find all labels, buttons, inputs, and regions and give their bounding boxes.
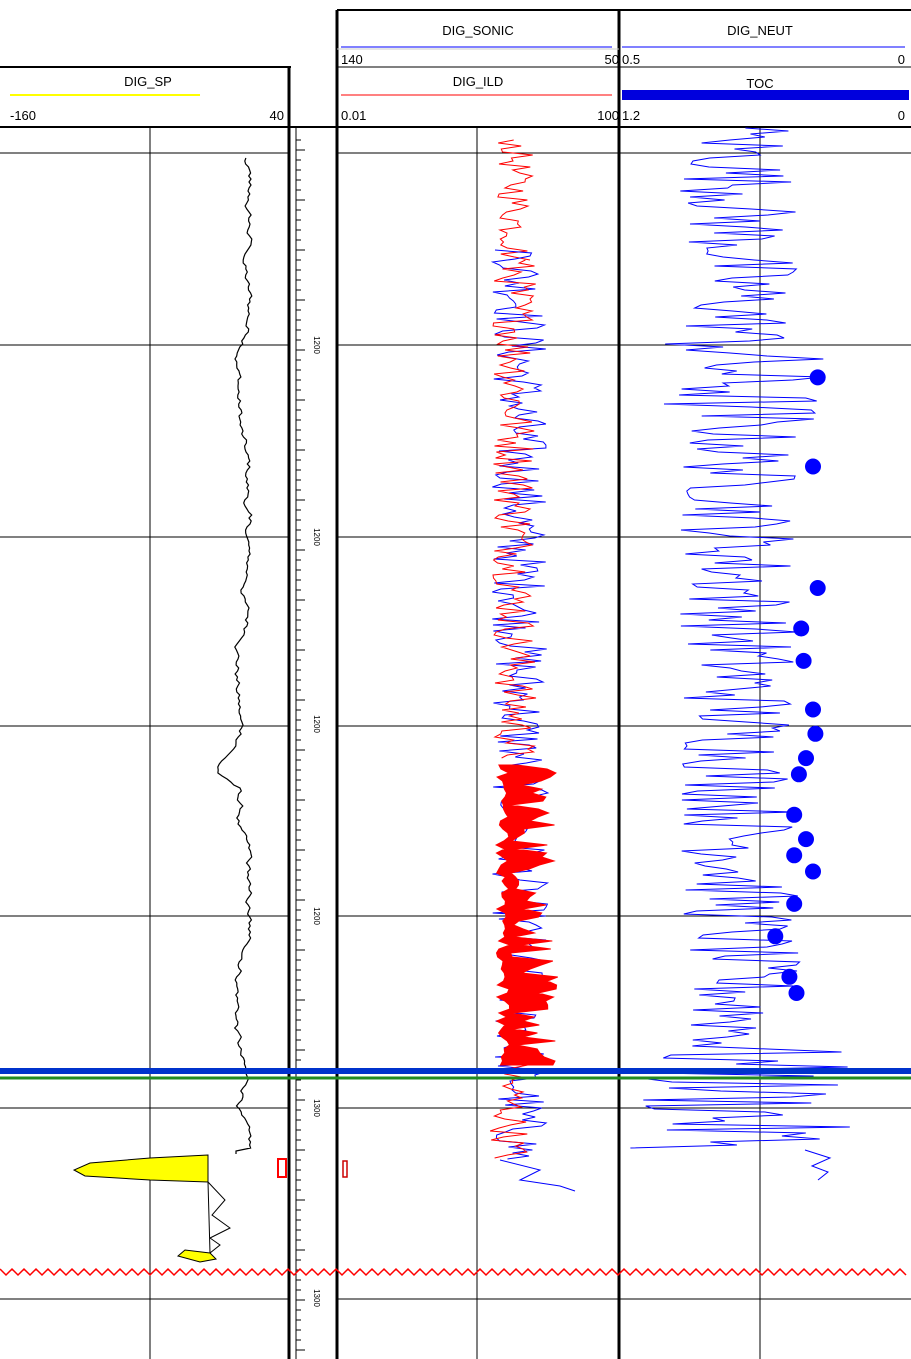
ild-max-label: 100 [597,108,619,123]
toc-scale-bar [622,90,909,100]
toc-curve-name: TOC [746,76,773,91]
sp-curve [217,157,253,1154]
depth-label-4: 1200 [312,907,321,925]
ild-fill-zone [494,764,558,1066]
toc-point [805,701,821,718]
sonic-max-label: 50 [605,52,619,67]
depth-label-3: 1200 [312,715,321,733]
sp-min-label: -160 [10,108,36,123]
ild-curve-upper [497,139,534,261]
toc-point [798,831,814,848]
ild-min-label: 0.01 [341,108,366,123]
depth-label-1: 1200 [312,336,321,354]
toc-point [788,985,805,1001]
toc-point [767,928,784,945]
toc-point [809,580,826,596]
toc-min-label: 1.2 [622,108,640,123]
track-headers: DIG_SP -160 40 DIG_SONIC 140 50 DIG_ILD … [10,23,905,1307]
neut-curve-name: DIG_NEUT [727,23,793,38]
ild-curve-lower [489,1064,528,1159]
sonic-curve-name: DIG_SONIC [442,23,514,38]
ild-curve-name: DIG_ILD [453,74,504,89]
toc-point [805,863,821,880]
log-marks [0,369,911,1277]
toc-point [795,652,812,669]
toc-point [809,369,826,386]
grid-lines [0,9,911,1359]
toc-point [805,458,821,475]
toc-point [781,968,798,985]
toc-point [793,620,810,637]
sp-curve-name: DIG_SP [124,74,172,89]
depth-label-2: 1200 [312,528,321,546]
toc-point [786,847,803,864]
toc-point [786,806,803,823]
sp-max-label: 40 [270,108,284,123]
toc-point [790,766,807,783]
toc-point [786,895,803,912]
toc-point [798,750,814,767]
neut-min-label: 0.5 [622,52,640,67]
unconformity-line [0,1267,907,1277]
log-curves [72,127,850,1263]
neut-max-label: 0 [898,52,905,67]
sp-curve-lower [207,1180,231,1255]
depth-label-5: 1300 [312,1099,321,1117]
sonic-min-label: 140 [341,52,363,67]
sp-fill-deflection-2 [176,1249,218,1263]
toc-max-label: 0 [898,108,905,123]
neut-curve-tail [804,1149,832,1181]
sonic-curve-tail [499,1159,576,1192]
sample-marker-2 [342,1160,348,1178]
sample-marker-1 [277,1158,287,1178]
depth-label-6: 1300 [312,1289,321,1307]
toc-point [807,725,824,742]
sp-fill-deflection-1 [72,1154,209,1183]
neut-curve [630,127,850,1149]
ild-curve-middle [492,259,537,759]
